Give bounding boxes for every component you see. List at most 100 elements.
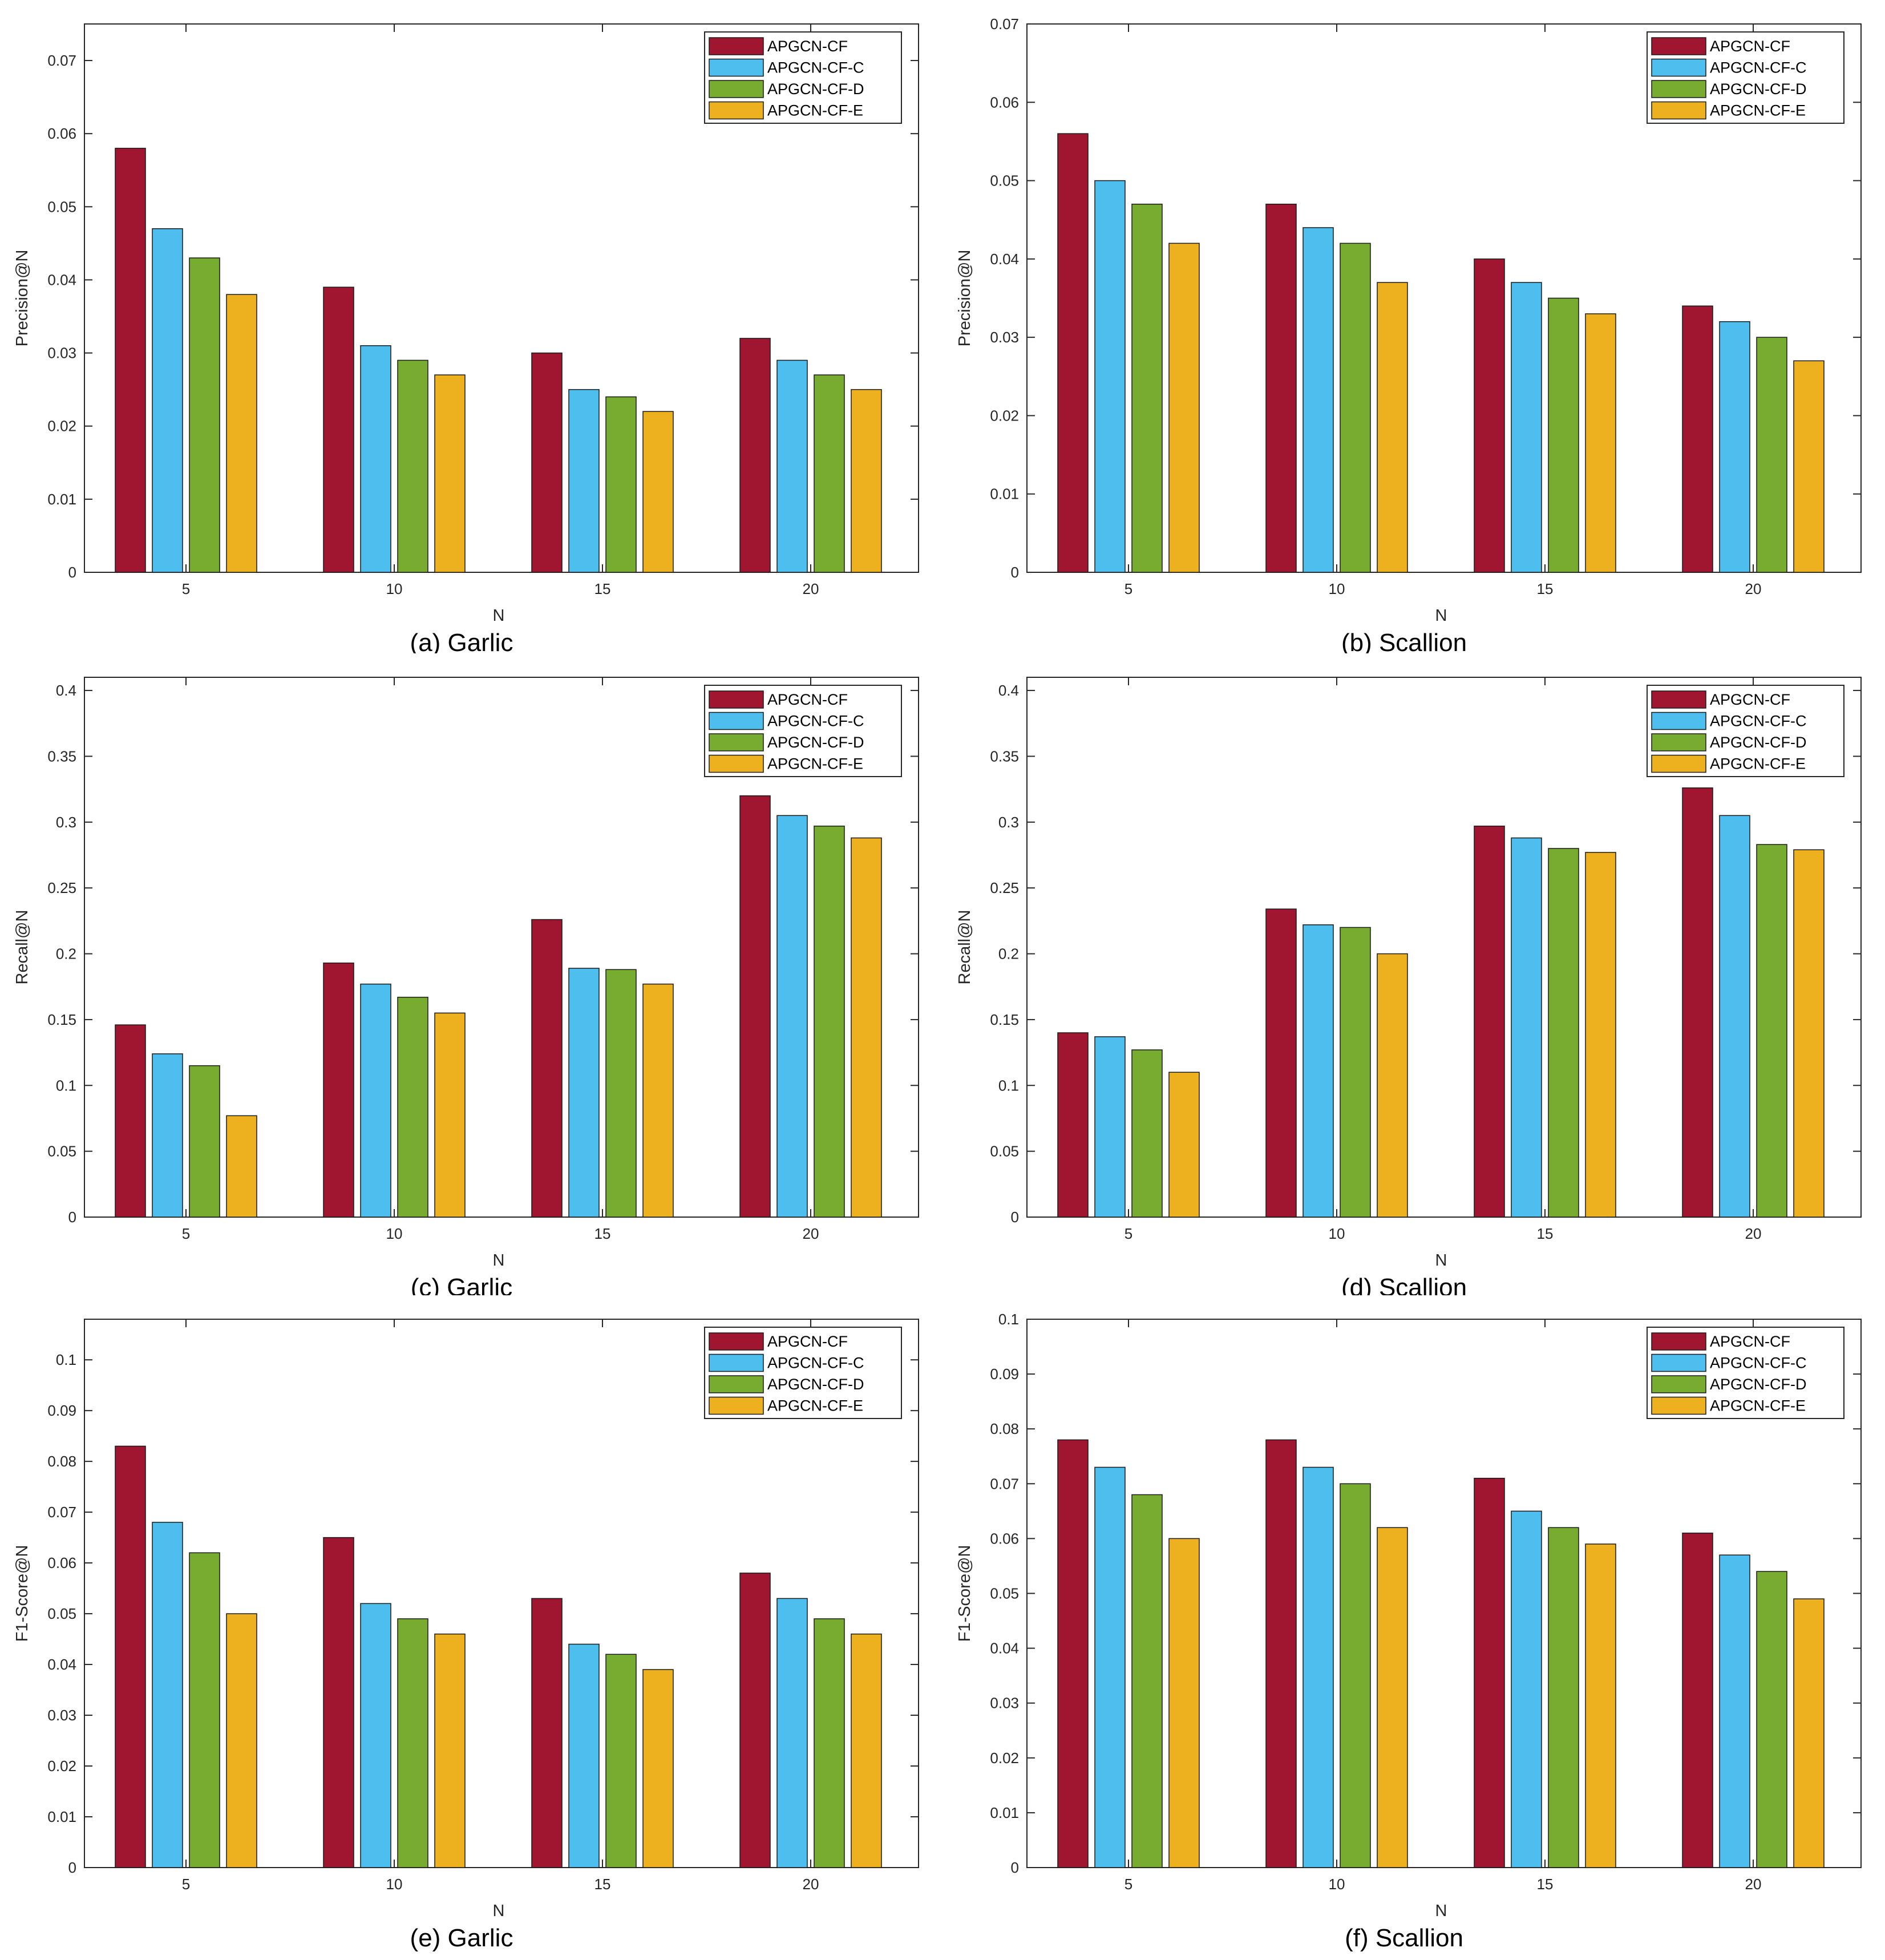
bar — [1302, 227, 1334, 573]
legend-swatch — [709, 1375, 764, 1393]
bar — [1377, 953, 1408, 1218]
legend-swatch — [1651, 1375, 1706, 1393]
bar — [1585, 852, 1616, 1218]
x-tick-label: 15 — [594, 580, 611, 597]
legend-label: APGCN-CF-D — [1710, 80, 1807, 98]
y-tick-label: 0.04 — [990, 1640, 1019, 1657]
bar — [397, 1618, 428, 1868]
y-tick-label: 0.1 — [56, 1351, 76, 1368]
bar-chart-recall-scallion: 0 0.05 0.1 0.15 0.2 0.25 0.3 0.35 0.4 5 10 15 20 APGC… — [956, 677, 1862, 1295]
bar — [1340, 927, 1371, 1218]
legend-swatch — [709, 712, 764, 730]
legend-label: APGCN-CF-E — [1710, 102, 1806, 119]
bar — [605, 396, 637, 573]
bar — [851, 1633, 882, 1868]
bar — [189, 1552, 220, 1868]
y-tick-label: 0.15 — [47, 1011, 76, 1028]
chart-panel-e: 0 0.01 0.02 0.03 0.04 0.05 0.06 0.07 0.08 0.09 0.1… — [0, 1295, 942, 1960]
legend-label: APGCN-CF-C — [767, 1355, 864, 1372]
legend-label: APGCN-CF-E — [1710, 755, 1806, 773]
y-tick-label: 0.25 — [990, 879, 1019, 896]
legend-swatch — [709, 80, 764, 98]
bar — [1682, 305, 1713, 573]
axes-box — [84, 1319, 919, 1868]
y-tick-label: 0.25 — [47, 879, 76, 896]
bar — [1719, 815, 1750, 1218]
y-tick-label: 0.2 — [998, 945, 1019, 963]
legend-swatch — [1651, 1353, 1706, 1372]
bar — [1548, 848, 1579, 1218]
legend-label: APGCN-CF-E — [767, 102, 863, 119]
y-tick-label: 0.09 — [990, 1365, 1019, 1383]
y-tick-label: 0.2 — [56, 945, 76, 963]
bar — [1548, 297, 1579, 573]
x-tick-label: 5 — [1124, 1225, 1132, 1242]
axes-box — [1026, 677, 1862, 1218]
y-tick-label: 0.03 — [47, 345, 76, 362]
y-tick-label: 0.03 — [990, 1695, 1019, 1712]
x-tick-label: 20 — [1745, 580, 1762, 597]
chart-caption: (d) Scallion — [1341, 1274, 1467, 1295]
chart-caption: (f) Scallion — [1345, 1924, 1463, 1952]
y-tick-label: 0.35 — [990, 747, 1019, 765]
legend-swatch — [709, 1332, 764, 1351]
bar — [1756, 844, 1787, 1218]
chart-caption: (c) Garlic — [411, 1274, 512, 1295]
x-axis-label: N — [1435, 1251, 1447, 1270]
bar — [814, 825, 845, 1218]
bar — [1340, 243, 1371, 573]
y-tick-label: 0.15 — [990, 1011, 1019, 1028]
y-axis-label: Precision@N — [956, 250, 974, 347]
bar — [851, 837, 882, 1218]
y-tick-label: 0.01 — [990, 486, 1019, 503]
y-tick-label: 0.02 — [990, 1749, 1019, 1767]
x-tick-label: 5 — [182, 1876, 190, 1893]
y-tick-label: 0.06 — [990, 1530, 1019, 1547]
bar — [360, 345, 391, 573]
bar — [226, 294, 257, 573]
bar — [814, 374, 845, 573]
bar — [1682, 787, 1713, 1218]
legend-swatch — [1651, 712, 1706, 730]
bar — [1265, 908, 1297, 1218]
y-tick-label: 0.08 — [990, 1420, 1019, 1437]
bar — [115, 148, 146, 573]
y-tick-label: 0 — [68, 1209, 76, 1226]
y-tick-label: 0.05 — [47, 1143, 76, 1160]
y-tick-label: 0 — [1011, 564, 1019, 581]
legend-swatch — [709, 733, 764, 751]
legend-label: APGCN-CF — [767, 38, 848, 55]
x-tick-label: 15 — [1537, 1876, 1554, 1893]
legend-swatch — [1651, 80, 1706, 98]
y-tick-label: 0.06 — [990, 94, 1019, 111]
bar — [1511, 1510, 1542, 1868]
y-tick-label: 0 — [68, 564, 76, 581]
x-tick-label: 10 — [386, 580, 403, 597]
chart-caption: (b) Scallion — [1341, 629, 1467, 653]
legend-label: APGCN-CF — [767, 691, 848, 708]
x-tick-label: 15 — [594, 1225, 611, 1242]
bar — [1548, 1527, 1579, 1868]
y-tick-label: 0.05 — [990, 1143, 1019, 1160]
bar — [1756, 1571, 1787, 1868]
y-tick-label: 0.01 — [47, 1808, 76, 1825]
bar — [152, 228, 183, 573]
bar — [152, 1522, 183, 1868]
bar — [1474, 258, 1505, 573]
y-tick-label: 0.09 — [47, 1402, 76, 1419]
bar — [323, 962, 354, 1218]
bar — [568, 1643, 600, 1868]
chart-panel-f: 0 0.01 0.02 0.03 0.04 0.05 0.06 0.07 0.08 0.09 0.1… — [942, 1295, 1885, 1960]
x-tick-label: 10 — [1329, 1225, 1345, 1242]
y-axis-label: Recall@N — [956, 910, 974, 985]
y-tick-label: 0.04 — [990, 250, 1019, 268]
x-tick-label: 10 — [386, 1225, 403, 1242]
legend-swatch — [1651, 754, 1706, 773]
x-tick-label: 20 — [803, 580, 819, 597]
legend-swatch — [1651, 690, 1706, 709]
bar — [1793, 849, 1825, 1218]
x-tick-label: 15 — [594, 1876, 611, 1893]
bar — [568, 389, 600, 573]
y-tick-label: 0.02 — [990, 407, 1019, 424]
chart-caption: (a) Garlic — [410, 629, 513, 653]
